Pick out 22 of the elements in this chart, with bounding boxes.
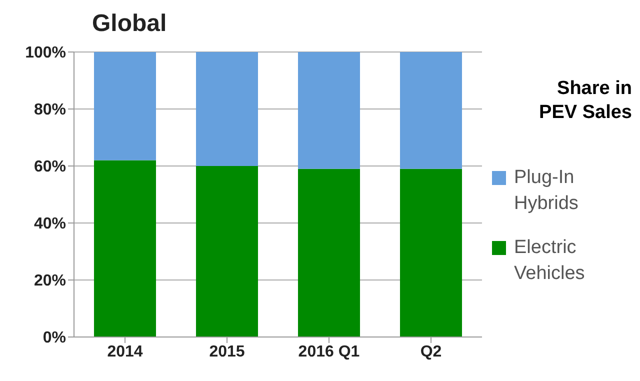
chart-title: Global xyxy=(92,10,167,38)
bar xyxy=(400,52,462,169)
bar xyxy=(400,168,462,337)
legend-title: Share in PEV Sales xyxy=(538,76,632,124)
bar xyxy=(196,166,258,337)
bar xyxy=(298,52,360,169)
y-tick-label: 100% xyxy=(25,44,66,62)
y-tick-label: 20% xyxy=(34,272,66,290)
bar xyxy=(298,168,360,337)
bar xyxy=(196,52,258,166)
x-tick-label: Q2 xyxy=(420,343,442,360)
y-tick-label: 60% xyxy=(34,158,66,176)
y-tick-label: 40% xyxy=(34,216,66,233)
bar xyxy=(94,160,156,337)
y-tick-label: 0% xyxy=(42,330,66,347)
y-tick-label: 80% xyxy=(34,102,66,119)
x-tick-label: 2014 xyxy=(107,343,143,360)
legend-label: Plug-In Hybrids xyxy=(514,166,580,216)
x-tick-label: 2016 Q1 xyxy=(298,343,360,360)
legend-label: Electric Vehicles xyxy=(514,236,586,286)
x-tick-label: 2015 xyxy=(209,343,245,360)
bar xyxy=(94,52,156,160)
